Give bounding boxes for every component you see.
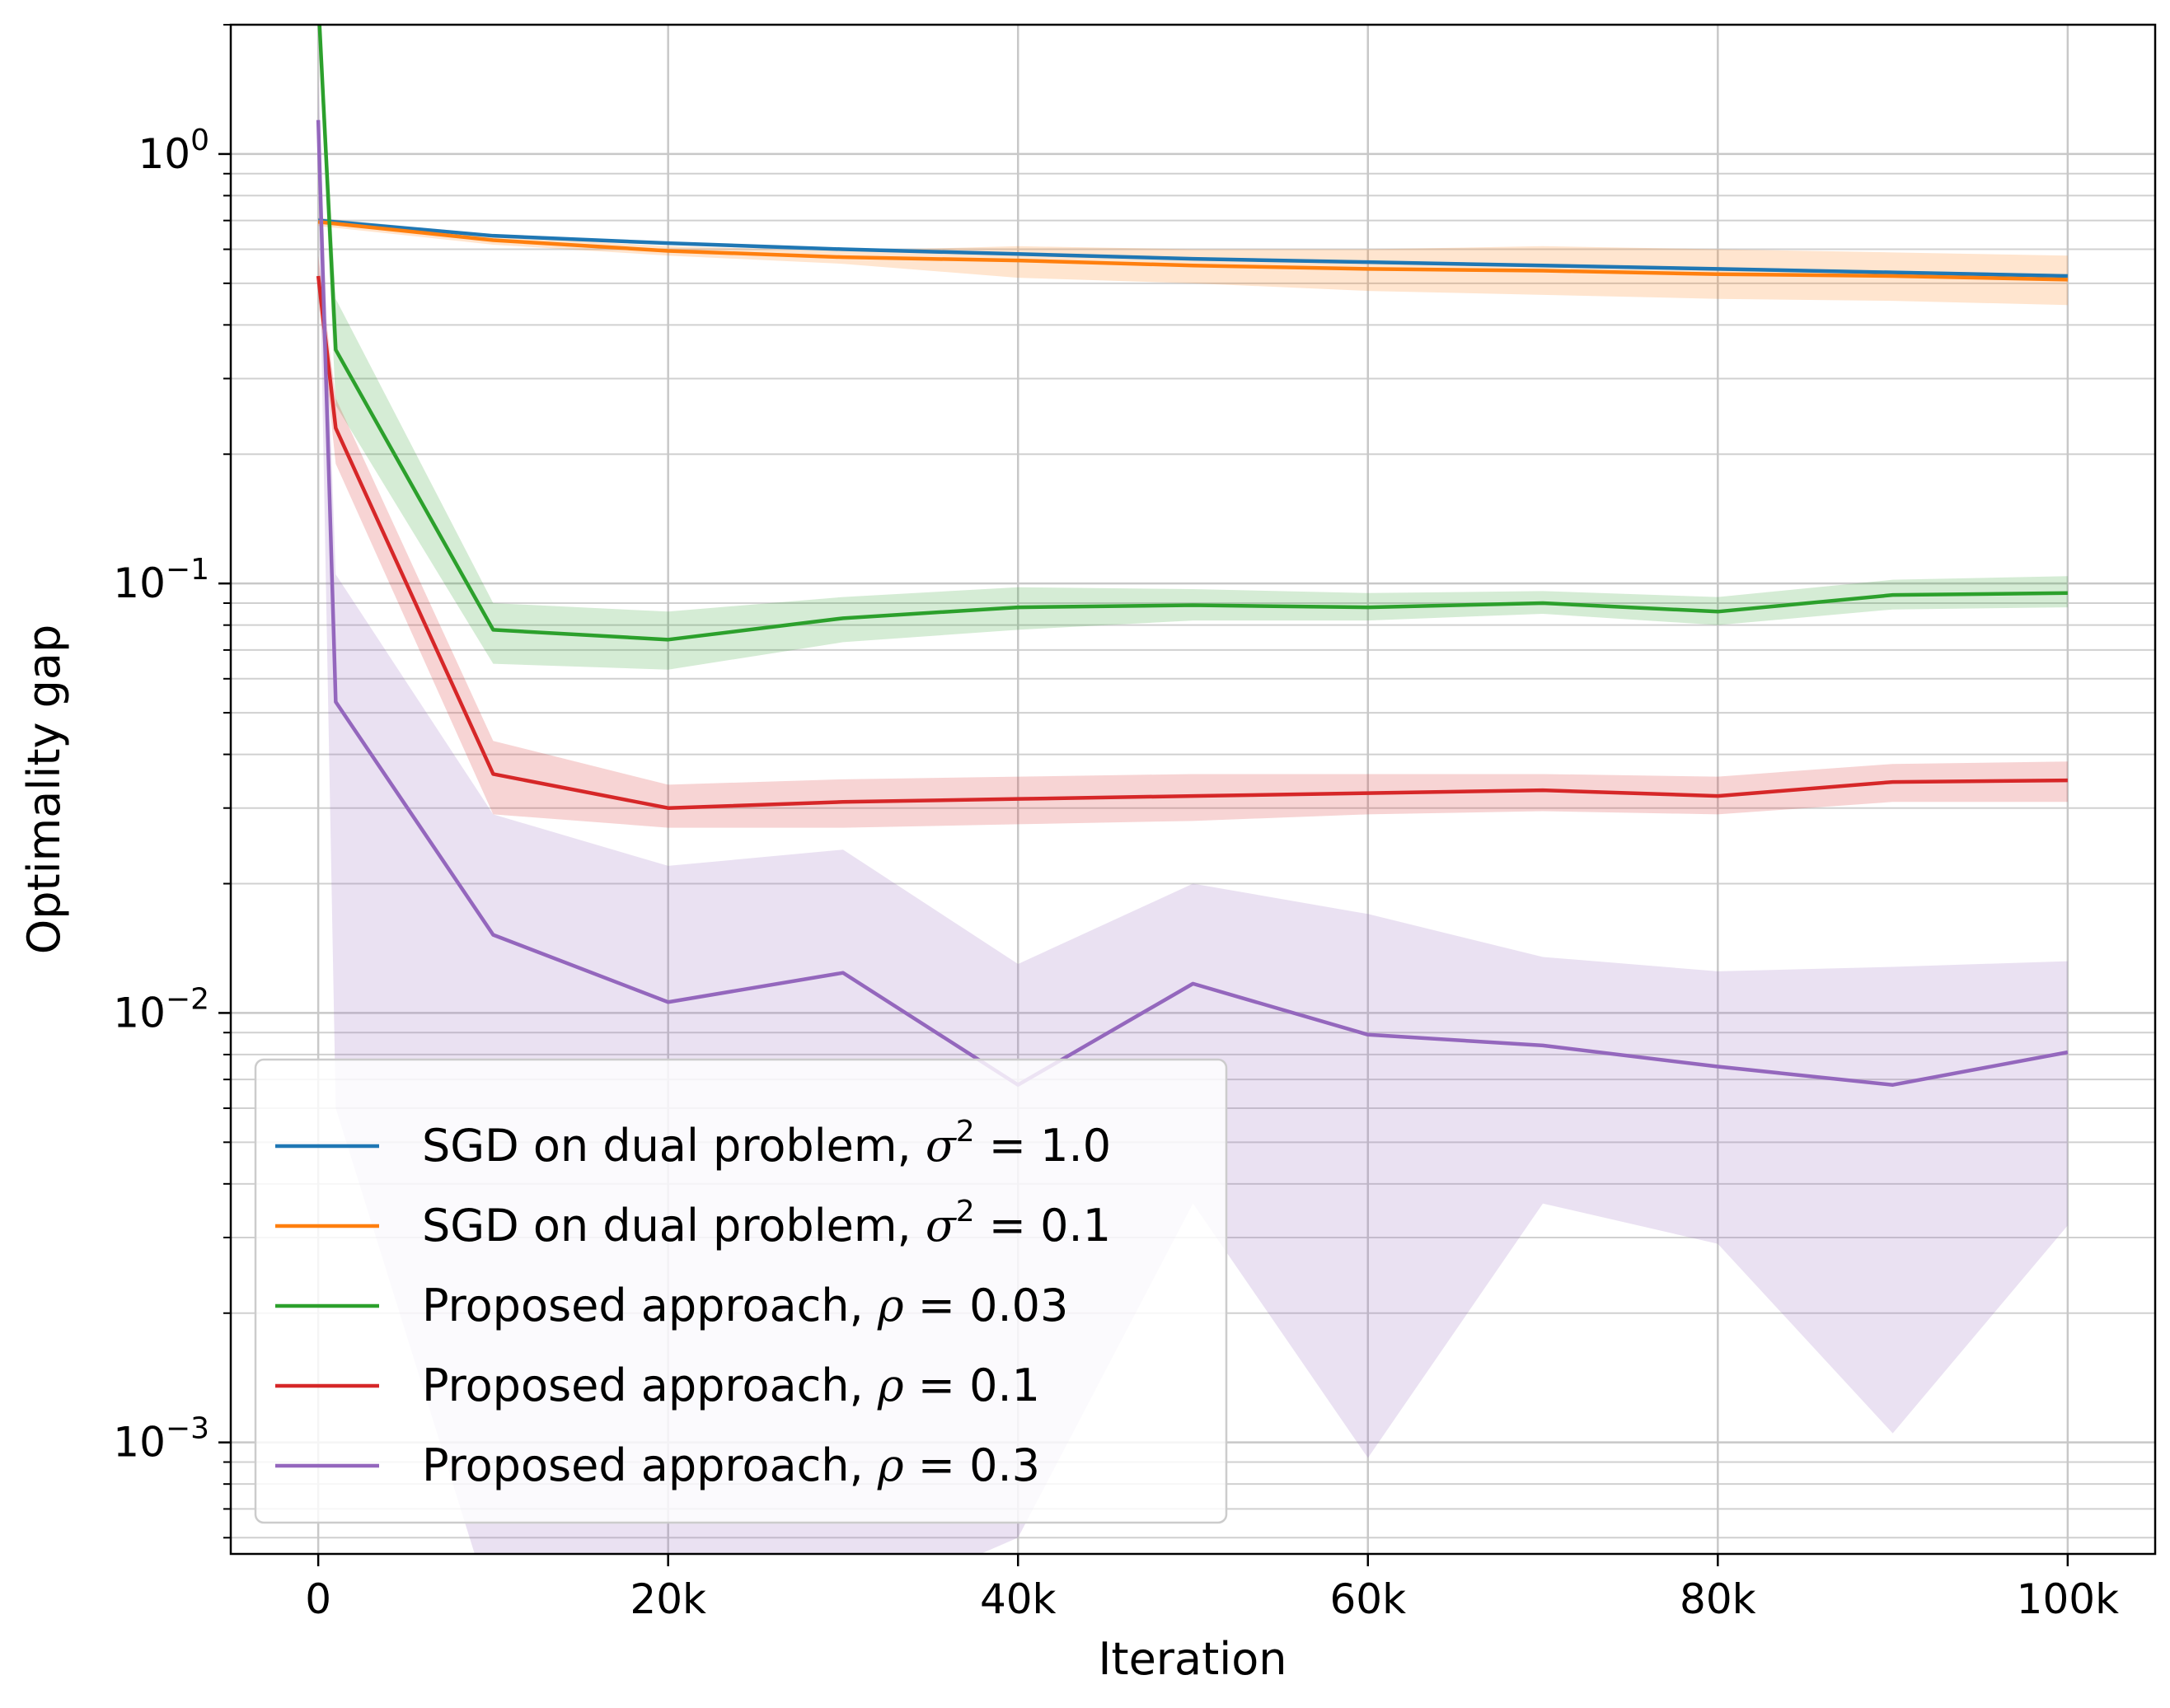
x-tick-label: 60k (1329, 1575, 1406, 1623)
x-tick-label: 0 (305, 1575, 331, 1623)
legend-box (254, 1058, 1228, 1524)
legend-entry-label: Proposed approach, ρ = 0.03 (422, 1280, 1068, 1331)
y-tick-label: 100 (138, 124, 209, 178)
series-line (316, 119, 2069, 1087)
x-tick-label: 100k (2017, 1575, 2119, 1623)
y-tick-label: 10−3 (113, 1412, 209, 1467)
legend-entry-label: Proposed approach, ρ = 0.1 (422, 1359, 1040, 1411)
legend-entry-label: SGD on dual problem, σ2 = 1.0 (422, 1115, 1111, 1172)
x-axis-ticks: 0 20k 40k 60k 80k 100k (305, 1554, 2119, 1623)
plot-frame (229, 23, 2157, 1556)
x-axis-label: Iteration (1098, 1633, 1287, 1685)
x-tick-label: 80k (1680, 1575, 1756, 1623)
confidence-band (318, 25, 2068, 670)
series-line (316, 275, 2068, 810)
legend-entry-label: Proposed approach, ρ = 0.3 (422, 1439, 1040, 1491)
y-axis-ticks: 100 10−1 10−2 10−3 (113, 24, 231, 1539)
x-tick-label: 20k (630, 1575, 706, 1623)
series-lines (316, 25, 2069, 1087)
y-tick-label: 10−1 (113, 553, 209, 607)
x-tick-label: 40k (980, 1575, 1057, 1623)
confidence-band (318, 218, 2068, 306)
y-tick-label: 10−2 (113, 982, 209, 1036)
series-line (317, 25, 2068, 642)
series-line (317, 220, 2068, 282)
y-axis-label: Optimality gap (18, 625, 70, 955)
legend: SGD on dual problem, σ2 = 1.0 SGD on dual… (254, 1058, 1228, 1524)
legend-entry-label: SGD on dual problem, σ2 = 0.1 (422, 1195, 1111, 1252)
series-line (317, 218, 2068, 278)
